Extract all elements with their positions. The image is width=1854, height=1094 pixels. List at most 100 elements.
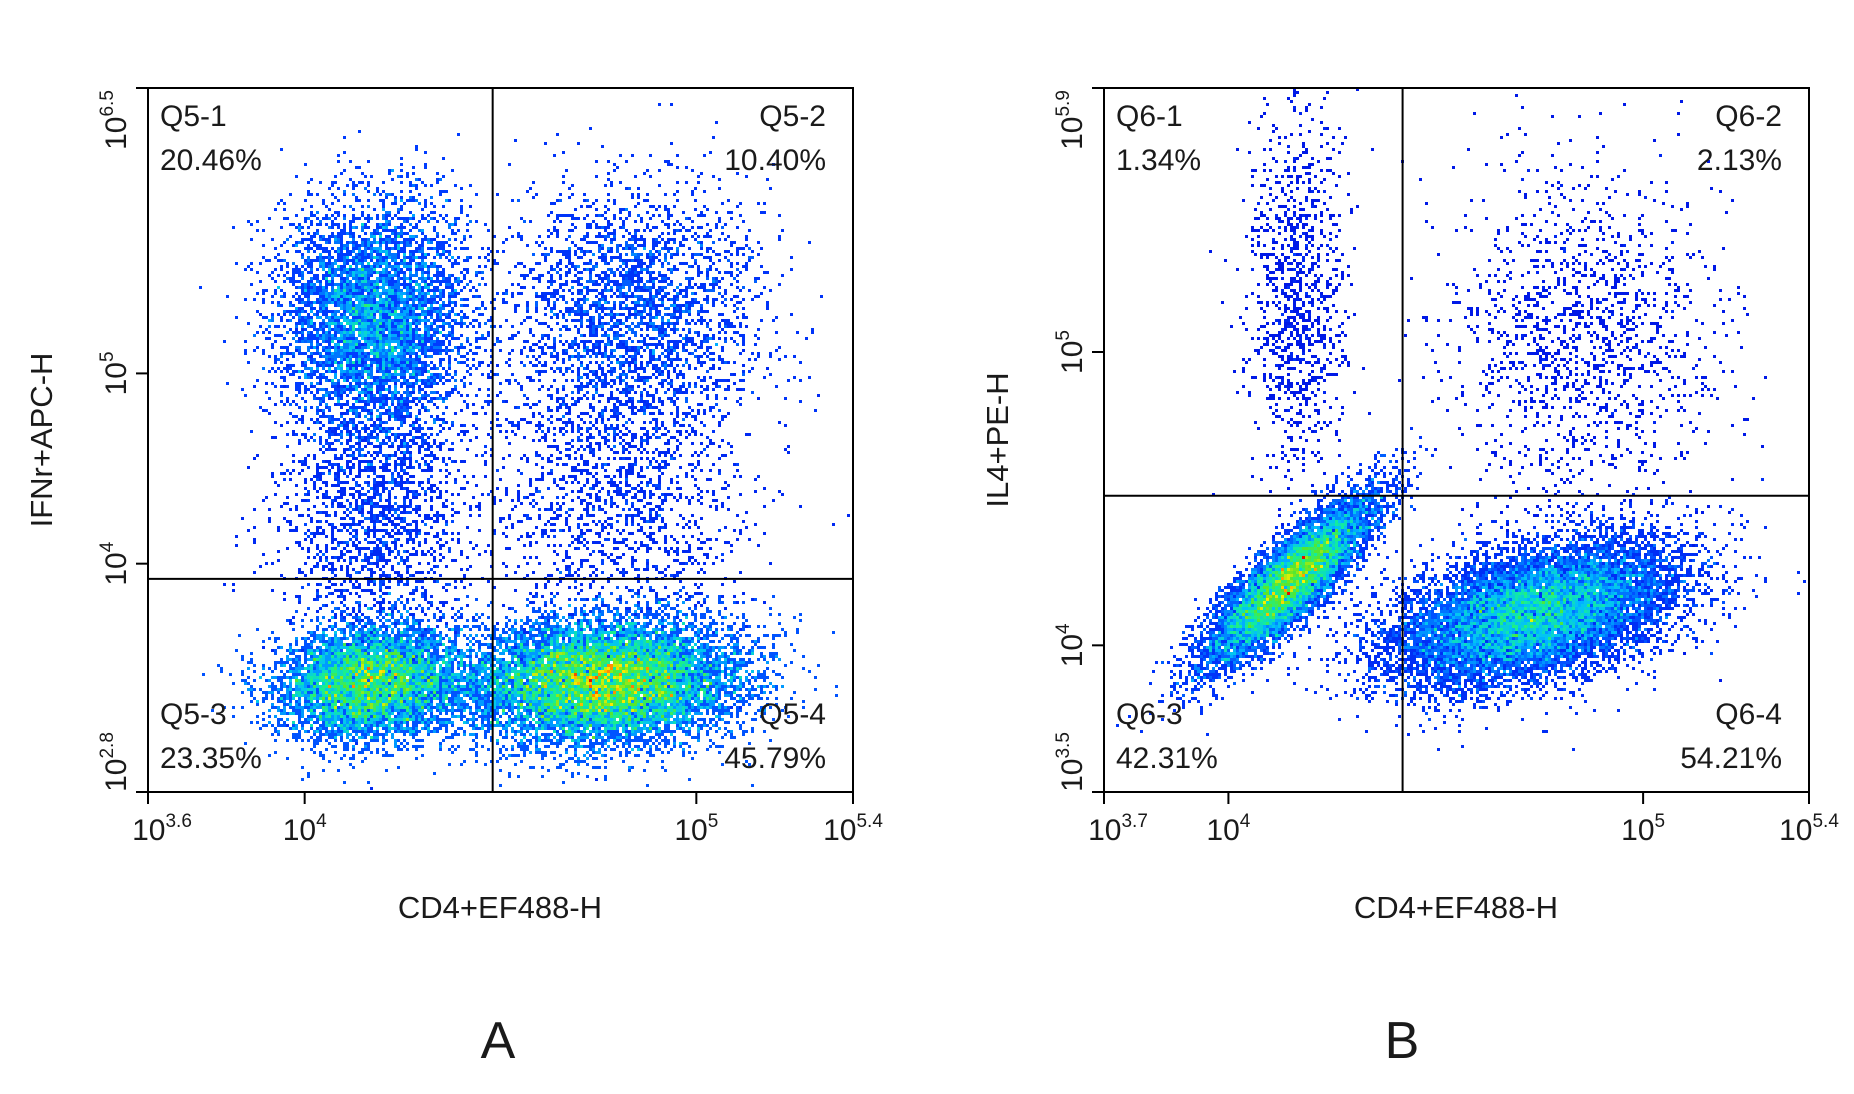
density-dot [334, 271, 337, 274]
density-dot [463, 400, 466, 403]
density-dot [565, 301, 568, 304]
density-dot [406, 241, 409, 244]
density-dot [337, 382, 340, 385]
density-dot [409, 184, 412, 187]
density-dot [352, 403, 355, 406]
density-dot [598, 313, 601, 316]
density-dot [385, 400, 388, 403]
density-dot [673, 394, 676, 397]
density-dot [628, 370, 631, 373]
density-dot [454, 289, 457, 292]
density-dot [691, 169, 694, 172]
density-dot [394, 355, 397, 358]
density-dot [499, 391, 502, 394]
density-dot [370, 409, 373, 412]
density-dot [286, 433, 289, 436]
density-dot [334, 196, 337, 199]
density-dot [334, 337, 337, 340]
density-dot [424, 364, 427, 367]
density-dot [388, 373, 391, 376]
density-dot [409, 292, 412, 295]
density-dot [688, 307, 691, 310]
density-dot [316, 292, 319, 295]
density-dot [400, 337, 403, 340]
density-dot [712, 301, 715, 304]
density-dot [310, 211, 313, 214]
density-dot [736, 331, 739, 334]
density-dot [685, 319, 688, 322]
density-dot [616, 247, 619, 250]
density-dot [364, 238, 367, 241]
density-dot [301, 238, 304, 241]
density-dot [454, 322, 457, 325]
density-dot [352, 274, 355, 277]
density-dot [280, 295, 283, 298]
density-dot [325, 313, 328, 316]
density-dot [613, 349, 616, 352]
density-dot [613, 235, 616, 238]
density-dot [292, 262, 295, 265]
density-dot [646, 430, 649, 433]
density-dot [391, 367, 394, 370]
density-dot [307, 346, 310, 349]
density-dot [244, 268, 247, 271]
density-dot [601, 409, 604, 412]
density-dot [370, 265, 373, 268]
density-dot [448, 313, 451, 316]
density-dot [355, 277, 358, 280]
density-dot [349, 355, 352, 358]
density-dot [601, 253, 604, 256]
density-dot [385, 256, 388, 259]
density-dot [358, 364, 361, 367]
density-dot [670, 256, 673, 259]
density-dot [598, 247, 601, 250]
density-dot [640, 217, 643, 220]
density-dot [631, 388, 634, 391]
density-dot [361, 409, 364, 412]
density-dot [307, 259, 310, 262]
density-dot [334, 334, 337, 337]
density-dot [418, 373, 421, 376]
density-dot [277, 325, 280, 328]
density-dot [544, 370, 547, 373]
density-dot [325, 217, 328, 220]
density-dot [610, 238, 613, 241]
density-dot [415, 280, 418, 283]
density-dot [619, 289, 622, 292]
density-dot [388, 349, 391, 352]
density-dot [385, 271, 388, 274]
density-dot [367, 205, 370, 208]
density-dot [412, 250, 415, 253]
density-dot [298, 418, 301, 421]
density-dot [367, 310, 370, 313]
density-dot [502, 292, 505, 295]
density-dot [340, 376, 343, 379]
density-dot [358, 262, 361, 265]
density-dot [667, 325, 670, 328]
density-dot [448, 223, 451, 226]
density-dot [682, 343, 685, 346]
density-dot [643, 172, 646, 175]
density-dot [646, 439, 649, 442]
density-dot [622, 274, 625, 277]
density-dot [409, 223, 412, 226]
density-dot [658, 286, 661, 289]
density-dot [415, 262, 418, 265]
density-dot [334, 250, 337, 253]
density-dot [370, 367, 373, 370]
density-dot [616, 325, 619, 328]
density-dot [382, 379, 385, 382]
density-dot [601, 226, 604, 229]
density-dot [343, 319, 346, 322]
density-dot [721, 346, 724, 349]
density-dot [757, 328, 760, 331]
density-dot [532, 286, 535, 289]
density-dot [433, 319, 436, 322]
density-dot [631, 331, 634, 334]
density-dot [679, 223, 682, 226]
density-dot [775, 331, 778, 334]
density-dot [394, 253, 397, 256]
density-dot [346, 400, 349, 403]
density-dot [355, 262, 358, 265]
density-dot [433, 298, 436, 301]
